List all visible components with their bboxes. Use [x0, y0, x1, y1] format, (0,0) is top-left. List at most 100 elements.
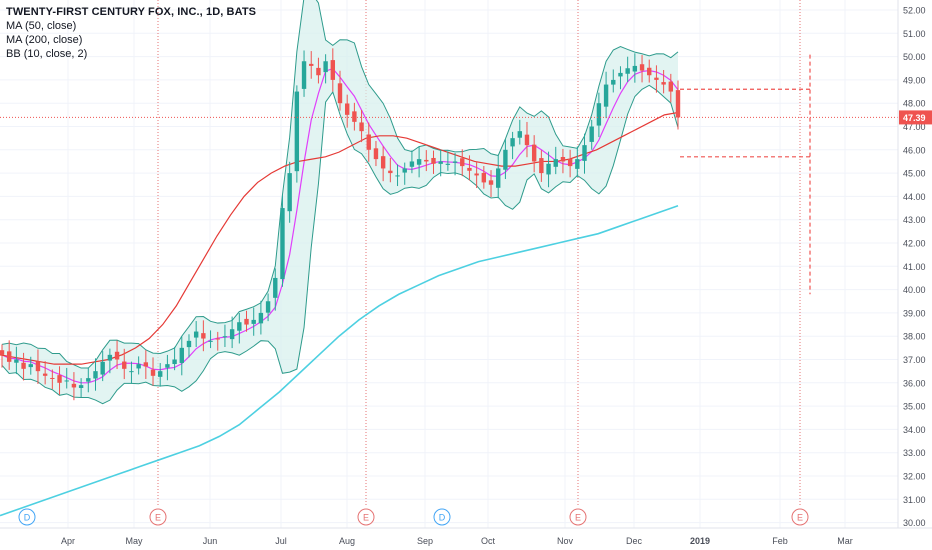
candle-up[interactable]: [546, 163, 551, 175]
candle-down[interactable]: [0, 350, 5, 355]
candle-down[interactable]: [639, 64, 645, 71]
candle-down[interactable]: [481, 172, 487, 183]
candle-down[interactable]: [344, 103, 350, 115]
candle-down[interactable]: [330, 60, 336, 80]
candle-up[interactable]: [517, 131, 522, 138]
candle-up[interactable]: [78, 385, 84, 388]
candle-up[interactable]: [222, 336, 228, 338]
candle-up[interactable]: [503, 149, 508, 170]
candle-up[interactable]: [611, 79, 616, 85]
candle-up[interactable]: [186, 340, 192, 348]
candle-up[interactable]: [409, 161, 415, 167]
candle-up[interactable]: [158, 371, 163, 377]
candle-up[interactable]: [416, 159, 422, 165]
candle-up[interactable]: [510, 138, 515, 147]
candle-up[interactable]: [438, 161, 443, 164]
candle-up[interactable]: [107, 354, 113, 361]
candle-up[interactable]: [136, 364, 141, 369]
candle-down[interactable]: [42, 373, 48, 376]
candle-up[interactable]: [452, 161, 458, 163]
candle-down[interactable]: [337, 83, 343, 104]
candle-down[interactable]: [21, 362, 26, 369]
candle-up[interactable]: [632, 65, 638, 72]
candle-down[interactable]: [531, 144, 537, 162]
indicator-bb[interactable]: BB (10, close, 2): [6, 48, 88, 60]
candle-down[interactable]: [675, 90, 681, 118]
candle-up[interactable]: [237, 322, 242, 331]
candle-up[interactable]: [273, 277, 278, 298]
earnings-marker[interactable]: [569, 508, 587, 526]
candle-down[interactable]: [316, 67, 321, 76]
candle-up[interactable]: [625, 68, 630, 74]
indicator-ma200[interactable]: MA (200, close): [6, 34, 83, 46]
candle-down[interactable]: [244, 318, 249, 325]
candle-up[interactable]: [618, 72, 623, 77]
ma200-line[interactable]: [0, 204, 679, 517]
candle-down[interactable]: [114, 351, 120, 360]
candle-up[interactable]: [582, 145, 587, 161]
earnings-marker[interactable]: [791, 508, 809, 526]
candle-up[interactable]: [64, 380, 69, 382]
candle-up[interactable]: [603, 84, 609, 107]
candle-up[interactable]: [280, 208, 285, 280]
candle-down[interactable]: [71, 383, 77, 388]
candle-up[interactable]: [575, 159, 580, 169]
candle-down[interactable]: [431, 157, 436, 164]
candle-up[interactable]: [208, 340, 213, 342]
candle-up[interactable]: [172, 359, 177, 365]
bollinger-upper-band[interactable]: [1, 0, 679, 369]
candle-up[interactable]: [193, 331, 199, 338]
candle-down[interactable]: [215, 338, 220, 340]
candle-down[interactable]: [424, 159, 429, 162]
candle-down[interactable]: [309, 63, 314, 66]
dividend-marker[interactable]: [433, 508, 451, 526]
candle-down[interactable]: [647, 67, 652, 76]
candle-down[interactable]: [488, 180, 494, 185]
candle-up[interactable]: [14, 359, 19, 363]
candle-down[interactable]: [661, 82, 666, 85]
candle-up[interactable]: [93, 371, 98, 379]
candle-down[interactable]: [122, 361, 127, 369]
bollinger-lower-band[interactable]: [1, 84, 679, 405]
candle-up[interactable]: [229, 329, 235, 340]
candle-down[interactable]: [460, 158, 465, 167]
indicator-ma50[interactable]: MA (50, close): [6, 20, 77, 32]
candle-down[interactable]: [201, 333, 206, 339]
candle-up[interactable]: [496, 168, 501, 188]
candle-up[interactable]: [265, 301, 271, 313]
candle-down[interactable]: [359, 122, 364, 132]
candle-down[interactable]: [366, 134, 371, 150]
candle-down[interactable]: [567, 158, 573, 167]
candle-down[interactable]: [524, 134, 530, 146]
candle-up[interactable]: [165, 364, 170, 368]
candle-up[interactable]: [129, 371, 134, 373]
candle-up[interactable]: [294, 91, 300, 172]
candle-down[interactable]: [373, 148, 379, 160]
candle-up[interactable]: [28, 364, 33, 368]
candle-down[interactable]: [560, 156, 566, 162]
earnings-marker[interactable]: [357, 508, 375, 526]
candle-up[interactable]: [323, 61, 328, 73]
candle-down[interactable]: [57, 375, 62, 383]
candle-up[interactable]: [287, 173, 292, 212]
candle-up[interactable]: [402, 168, 407, 173]
candle-up[interactable]: [301, 61, 307, 89]
candle-up[interactable]: [395, 175, 400, 177]
candle-down[interactable]: [654, 77, 659, 80]
candle-down[interactable]: [380, 156, 386, 169]
candle-up[interactable]: [553, 159, 558, 167]
candle-up[interactable]: [179, 347, 184, 363]
candle-down[interactable]: [352, 111, 357, 122]
candle-up[interactable]: [258, 312, 264, 324]
candle-down[interactable]: [143, 362, 149, 367]
dividend-marker[interactable]: [18, 508, 36, 526]
earnings-marker[interactable]: [149, 508, 167, 526]
candle-up[interactable]: [86, 378, 91, 382]
candle-down[interactable]: [6, 351, 12, 362]
candle-down[interactable]: [35, 361, 41, 372]
candle-down[interactable]: [150, 369, 156, 376]
candle-down[interactable]: [467, 167, 472, 171]
candle-down[interactable]: [388, 170, 393, 174]
candle-up[interactable]: [589, 126, 594, 142]
